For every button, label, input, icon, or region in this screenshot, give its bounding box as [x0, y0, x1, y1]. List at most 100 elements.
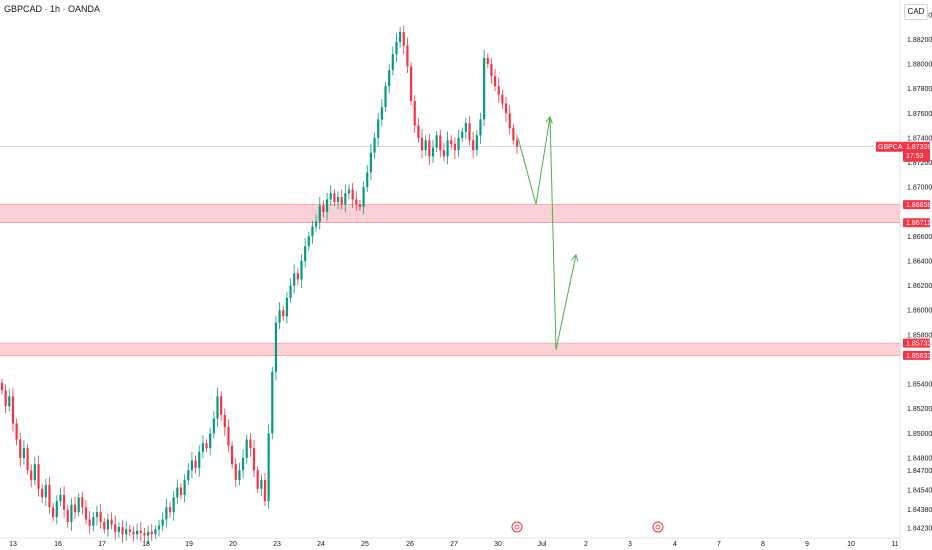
x-tick-label: 23 — [273, 541, 281, 548]
x-tick-label: 10 — [847, 541, 855, 548]
candle-body — [278, 310, 281, 323]
candle-body — [461, 131, 464, 138]
candle-body — [486, 57, 489, 65]
candle-body — [252, 448, 256, 471]
candle-body — [431, 147, 435, 157]
candle-body — [464, 123, 467, 132]
candle-body — [161, 519, 164, 526]
zone-top-price-label-bg — [903, 338, 930, 348]
y-tick-label: 1.85000 — [907, 431, 932, 438]
candle-body — [260, 480, 263, 489]
y-tick-label: 1.85400 — [907, 382, 932, 389]
candle-body — [81, 497, 84, 508]
candle-body — [442, 150, 446, 157]
candle-body — [125, 529, 128, 535]
candle-body — [183, 480, 186, 495]
candle-body — [238, 470, 241, 481]
zone-top-price-label: 1.85733 — [906, 341, 931, 348]
candle-body — [139, 530, 142, 534]
candle-body — [209, 433, 212, 449]
candle-body — [19, 439, 22, 458]
candle-body — [187, 470, 190, 481]
candle-body — [103, 521, 106, 530]
candle-body — [227, 427, 230, 446]
candle-body — [223, 414, 226, 428]
x-tick-label: Jul — [538, 541, 547, 548]
candle-body — [380, 107, 383, 120]
currency-button[interactable]: CAD — [904, 4, 928, 20]
candle-body — [490, 64, 493, 77]
candle-body — [95, 512, 99, 518]
x-tick-label: 24 — [317, 541, 325, 548]
candle-body — [369, 152, 373, 173]
candle-body — [110, 519, 113, 525]
candle-body — [37, 464, 40, 489]
x-tick-label: 4 — [673, 541, 677, 548]
y-tick-label: 1.87200 — [907, 160, 932, 167]
candle-body — [216, 396, 219, 419]
y-tick-label: 1.84230 — [907, 526, 932, 533]
candle-body — [26, 448, 29, 471]
candle-body — [77, 497, 80, 513]
candle-body — [52, 507, 55, 518]
zone-bottom-price-label-bg — [903, 218, 930, 228]
candle-body — [70, 504, 73, 522]
candle-body — [165, 507, 168, 520]
candle-body — [472, 140, 475, 151]
x-tick-label: 26 — [406, 541, 414, 548]
candle-body — [190, 460, 194, 471]
candle-body — [132, 531, 135, 535]
y-tick-label: 1.84800 — [907, 455, 932, 462]
y-tick-label: 1.86000 — [907, 308, 932, 315]
candle-body — [66, 509, 69, 522]
support-zone — [0, 204, 900, 223]
candle-body — [501, 94, 504, 104]
candle-body — [413, 100, 416, 126]
candle-body — [336, 196, 340, 202]
x-tick-label: 16 — [54, 541, 62, 548]
candle-body — [146, 531, 150, 536]
candle-body — [249, 439, 252, 449]
candle-body — [318, 205, 321, 222]
candle-body — [150, 531, 153, 535]
candle-body — [362, 187, 365, 207]
candle-body — [446, 140, 449, 157]
candle-body — [428, 140, 431, 157]
zone-bottom-price-label: 1.85633 — [906, 353, 931, 360]
candle-body — [267, 433, 270, 502]
candle-body — [424, 140, 427, 151]
candle-body — [271, 371, 274, 434]
candle-body — [289, 285, 292, 298]
candle-body — [231, 445, 234, 465]
candle-body — [373, 137, 376, 153]
candle-body — [241, 457, 245, 471]
candle-body — [59, 494, 62, 502]
zone-top-price-label: 1.86858 — [906, 202, 931, 209]
candle-body — [92, 517, 95, 526]
candle-body — [391, 54, 394, 71]
candle-body — [48, 485, 51, 508]
candle-body — [420, 137, 424, 151]
candle-body — [515, 140, 519, 147]
candle-body — [300, 260, 303, 280]
y-tick-label: 1.88200 — [907, 37, 932, 44]
candle-body — [22, 448, 26, 458]
candle-body — [355, 199, 358, 205]
symbol-title: GBPCAD · 1h · OANDA — [4, 4, 101, 14]
y-tick-label: 1.84540 — [907, 487, 932, 494]
support-zone — [0, 343, 900, 356]
candle-body — [351, 189, 354, 200]
candle-body — [304, 246, 307, 261]
y-tick-label: 1.85200 — [907, 406, 932, 413]
candle-body — [198, 451, 201, 468]
candle-body — [220, 396, 223, 415]
y-tick-label: 1.87000 — [907, 185, 932, 192]
candle-body — [274, 322, 278, 372]
candle-body — [315, 221, 318, 227]
y-tick-label: 1.88000 — [907, 62, 932, 69]
candle-body — [8, 396, 11, 407]
candle-body — [55, 501, 58, 518]
candle-body — [402, 32, 405, 46]
